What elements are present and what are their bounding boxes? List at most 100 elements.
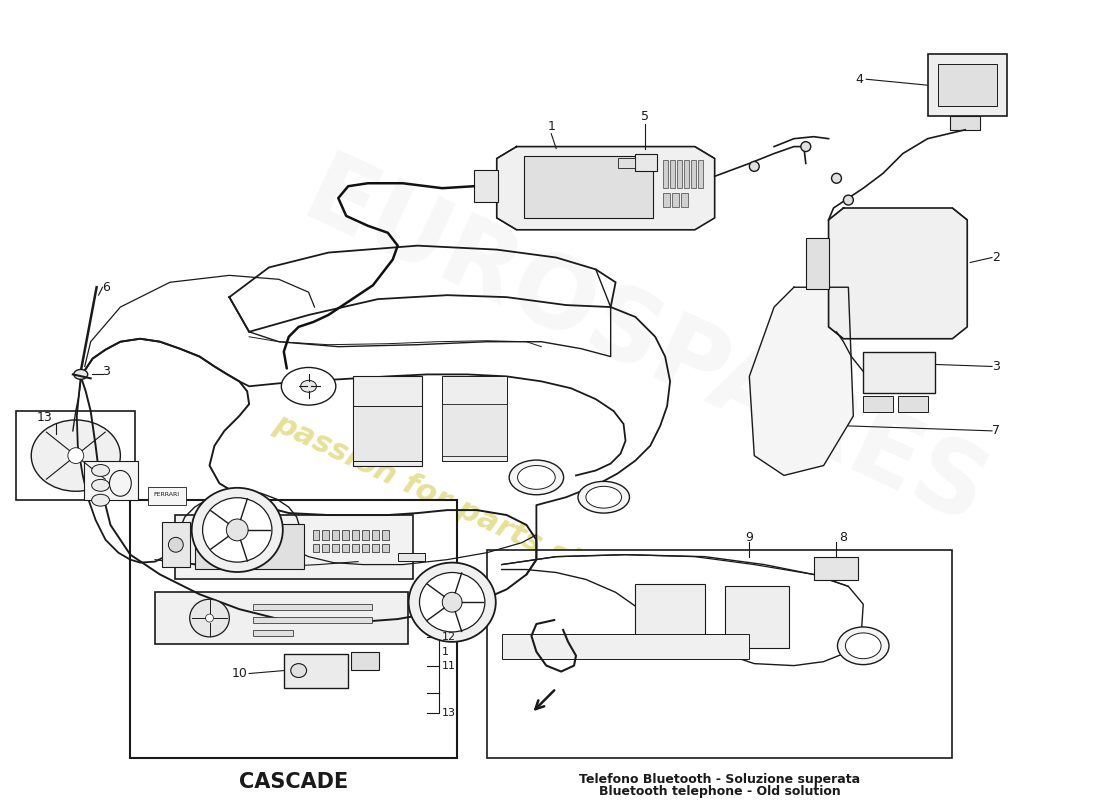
Ellipse shape: [110, 470, 131, 496]
Ellipse shape: [419, 573, 485, 632]
Ellipse shape: [801, 142, 811, 151]
Bar: [353, 376, 422, 466]
Bar: [84, 461, 139, 500]
Bar: [676, 161, 682, 188]
Ellipse shape: [202, 498, 272, 562]
Text: 9: 9: [746, 531, 754, 544]
Bar: [342, 544, 349, 552]
Bar: [670, 161, 675, 188]
Text: FERRARI: FERRARI: [154, 492, 180, 497]
Bar: [130, 500, 458, 758]
Bar: [636, 584, 705, 649]
Bar: [474, 170, 498, 202]
Bar: [195, 524, 304, 569]
Ellipse shape: [837, 627, 889, 665]
Bar: [442, 376, 507, 461]
Ellipse shape: [91, 479, 110, 491]
Ellipse shape: [749, 162, 759, 171]
Ellipse shape: [31, 420, 120, 491]
Ellipse shape: [68, 448, 84, 463]
Bar: [814, 557, 858, 581]
Bar: [253, 617, 372, 623]
Bar: [937, 64, 997, 106]
Bar: [864, 396, 893, 412]
Polygon shape: [497, 146, 715, 230]
Text: 11: 11: [442, 661, 456, 670]
Bar: [332, 530, 339, 540]
Text: 13: 13: [36, 411, 52, 425]
Ellipse shape: [282, 367, 336, 405]
Ellipse shape: [846, 633, 881, 658]
Bar: [398, 553, 426, 561]
Bar: [382, 530, 388, 540]
Ellipse shape: [91, 465, 110, 477]
Bar: [175, 515, 412, 579]
Polygon shape: [828, 208, 967, 338]
Bar: [382, 544, 388, 552]
Bar: [148, 487, 186, 505]
Text: 8: 8: [839, 531, 847, 544]
Bar: [725, 586, 789, 648]
Bar: [663, 161, 668, 188]
Ellipse shape: [74, 370, 88, 379]
Bar: [697, 161, 703, 188]
Text: Telefono Bluetooth - Soluzione superata: Telefono Bluetooth - Soluzione superata: [579, 773, 860, 786]
Text: Bluetooth telephone - Old solution: Bluetooth telephone - Old solution: [598, 786, 840, 798]
Text: 12: 12: [442, 632, 456, 642]
Text: EUROSPARES: EUROSPARES: [288, 146, 1002, 547]
Bar: [502, 634, 749, 658]
Bar: [864, 352, 935, 394]
Ellipse shape: [578, 482, 629, 513]
Ellipse shape: [518, 466, 556, 490]
Bar: [253, 604, 372, 610]
Text: 3: 3: [992, 360, 1000, 373]
Bar: [617, 158, 636, 168]
Ellipse shape: [91, 494, 110, 506]
Bar: [362, 544, 369, 552]
Bar: [684, 161, 689, 188]
Ellipse shape: [227, 519, 249, 541]
Bar: [312, 544, 319, 552]
Ellipse shape: [300, 380, 317, 392]
Bar: [691, 161, 696, 188]
Bar: [362, 530, 369, 540]
Ellipse shape: [442, 592, 462, 612]
Bar: [950, 116, 980, 130]
Bar: [487, 550, 953, 758]
Ellipse shape: [290, 664, 307, 678]
Text: 4: 4: [856, 73, 864, 86]
Text: 5: 5: [641, 110, 649, 123]
Bar: [372, 530, 378, 540]
Ellipse shape: [509, 460, 563, 494]
Bar: [322, 544, 329, 552]
Bar: [525, 157, 653, 218]
Bar: [352, 544, 359, 552]
Ellipse shape: [191, 488, 283, 572]
Text: 2: 2: [992, 251, 1000, 264]
Bar: [663, 193, 670, 207]
Bar: [155, 592, 408, 644]
Text: 3: 3: [102, 365, 110, 378]
Ellipse shape: [586, 486, 622, 508]
Bar: [636, 154, 657, 171]
Text: 7: 7: [992, 424, 1000, 438]
Text: 13: 13: [442, 708, 456, 718]
Ellipse shape: [832, 174, 842, 183]
Bar: [16, 411, 135, 500]
Bar: [372, 544, 378, 552]
Ellipse shape: [206, 614, 213, 622]
Bar: [312, 530, 319, 540]
Ellipse shape: [408, 562, 496, 642]
Bar: [927, 54, 1006, 116]
Bar: [253, 630, 293, 636]
Text: passion for parts since 1975: passion for parts since 1975: [270, 409, 724, 642]
Bar: [353, 406, 422, 461]
Text: 10: 10: [231, 667, 248, 680]
Bar: [332, 544, 339, 552]
Bar: [352, 530, 359, 540]
Text: CASCADE: CASCADE: [239, 771, 349, 791]
Text: 1: 1: [548, 120, 556, 134]
Bar: [284, 654, 349, 688]
Text: 1: 1: [442, 646, 449, 657]
Bar: [898, 396, 927, 412]
